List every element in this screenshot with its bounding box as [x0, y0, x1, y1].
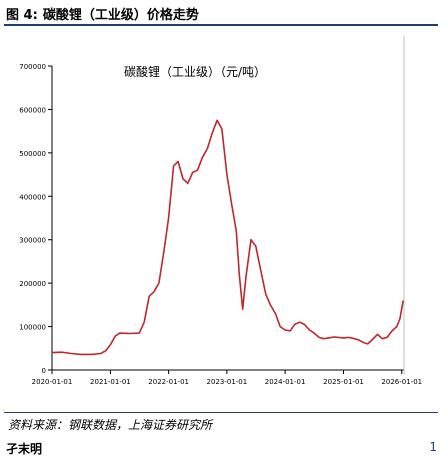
price-series-line [51, 119, 404, 356]
bottom-rule [4, 412, 438, 413]
y-tick-label: 600000 [19, 106, 46, 114]
x-tick-label: 2025-01-01 [323, 378, 364, 386]
x-tick-label: 2021-01-01 [90, 378, 131, 386]
y-tick-label: 400000 [19, 193, 46, 201]
figure-header: 图 4: 碳酸锂（工业级）价格走势 [6, 4, 438, 26]
line-chart: 碳酸锂（工业级）（元/吨） 0 100000 200000 300000 400000 5… [19, 36, 422, 386]
y-tick-label: 0 [42, 367, 46, 375]
y-tick-label: 100000 [19, 324, 46, 332]
x-tick-label: 2026-01-01 [381, 378, 422, 386]
x-tick-label: 2023-01-01 [207, 378, 248, 386]
top-rule [4, 24, 438, 26]
footer-text: 孑末明 [6, 442, 43, 456]
figure-caption: 碳酸锂（工业级）价格走势 [42, 8, 199, 23]
source-note: 资料来源：钢联数据，上海证券研究所 [8, 418, 213, 432]
x-tick-label: 2022-01-01 [148, 378, 189, 386]
y-tick-label: 200000 [19, 280, 46, 288]
y-tick-label: 700000 [19, 63, 46, 71]
footer-mark: 1 [429, 440, 437, 454]
x-tick-label: 2020-01-01 [32, 378, 73, 386]
y-tick-label: 500000 [19, 150, 46, 158]
chart-title: 碳酸锂（工业级）（元/吨） [124, 64, 266, 79]
chart-area: 碳酸锂（工业级）（元/吨） 0 100000 200000 300000 400000 5… [0, 28, 447, 394]
x-tick-label: 2024-01-01 [265, 378, 306, 386]
figure-label: 图 4: [6, 8, 38, 23]
y-tick-label: 300000 [19, 237, 46, 245]
